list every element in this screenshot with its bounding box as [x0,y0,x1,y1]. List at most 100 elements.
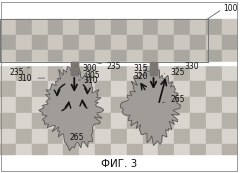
Bar [190,65,206,81]
Bar [222,113,238,129]
Bar [127,50,143,62]
Bar [48,129,63,144]
Polygon shape [120,69,180,145]
Text: 265: 265 [162,95,185,104]
Bar [32,129,48,144]
Bar [32,65,48,81]
Bar [79,129,95,144]
Bar [0,65,16,81]
Bar [71,62,78,75]
Bar [79,113,95,129]
Bar [32,81,48,97]
Bar [174,81,190,97]
Bar [158,97,174,113]
Bar [190,81,206,97]
Bar [143,50,158,62]
Bar [174,19,190,35]
Bar [48,50,63,62]
Bar [174,144,190,154]
Bar [79,35,95,50]
Text: 235: 235 [97,62,121,71]
Bar [158,50,174,62]
Bar [206,144,222,154]
Text: 310: 310 [78,76,98,85]
Bar [16,81,32,97]
Bar [127,35,143,50]
Bar [111,50,127,62]
Bar [16,65,32,81]
Bar [48,35,63,50]
Bar [190,97,206,113]
Bar [238,65,240,81]
Bar [174,50,190,62]
Bar [158,65,174,81]
Bar [206,19,222,35]
Bar [174,97,190,113]
Bar [48,19,63,35]
Bar [0,129,16,144]
Bar [71,62,78,75]
Bar [16,144,32,154]
Bar [79,65,95,81]
Bar [190,35,206,50]
Text: 330: 330 [176,62,199,71]
Text: ФИГ. 3: ФИГ. 3 [101,159,137,169]
Bar [222,50,238,62]
Bar [127,19,143,35]
Bar [32,144,48,154]
Bar [48,65,63,81]
Bar [222,19,238,35]
Bar [150,62,157,75]
Bar [190,50,206,62]
Bar [238,97,240,113]
Text: 300: 300 [76,64,97,73]
Bar [143,81,158,97]
Bar [206,129,222,144]
Bar [63,129,79,144]
Bar [174,35,190,50]
Bar [206,113,222,129]
Bar [238,35,240,50]
Bar [190,19,206,35]
Bar [238,50,240,62]
Polygon shape [39,66,104,151]
Bar [16,35,32,50]
Bar [16,129,32,144]
Bar [0,113,16,129]
Bar [95,144,111,154]
Bar [32,19,48,35]
Bar [127,97,143,113]
Bar [63,144,79,154]
Bar [158,113,174,129]
Bar [206,81,222,97]
Bar [111,113,127,129]
Bar [143,97,158,113]
Bar [0,19,16,35]
Bar [0,35,16,50]
Text: 305: 305 [78,71,100,80]
Bar [32,113,48,129]
Bar [111,81,127,97]
Bar [111,65,127,81]
Bar [48,97,63,113]
Bar [111,144,127,154]
Bar [158,19,174,35]
Bar [206,50,222,62]
Bar [63,113,79,129]
Bar [143,19,158,35]
Text: 100: 100 [223,4,237,13]
Bar [16,97,32,113]
Bar [143,65,158,81]
Bar [63,35,79,50]
Bar [174,113,190,129]
Bar [238,144,240,154]
Bar [63,65,79,81]
Bar [48,81,63,97]
Bar [190,113,206,129]
Bar [16,50,32,62]
Bar [0,81,16,97]
Bar [238,129,240,144]
Bar [32,97,48,113]
Bar [222,144,238,154]
Bar [63,81,79,97]
